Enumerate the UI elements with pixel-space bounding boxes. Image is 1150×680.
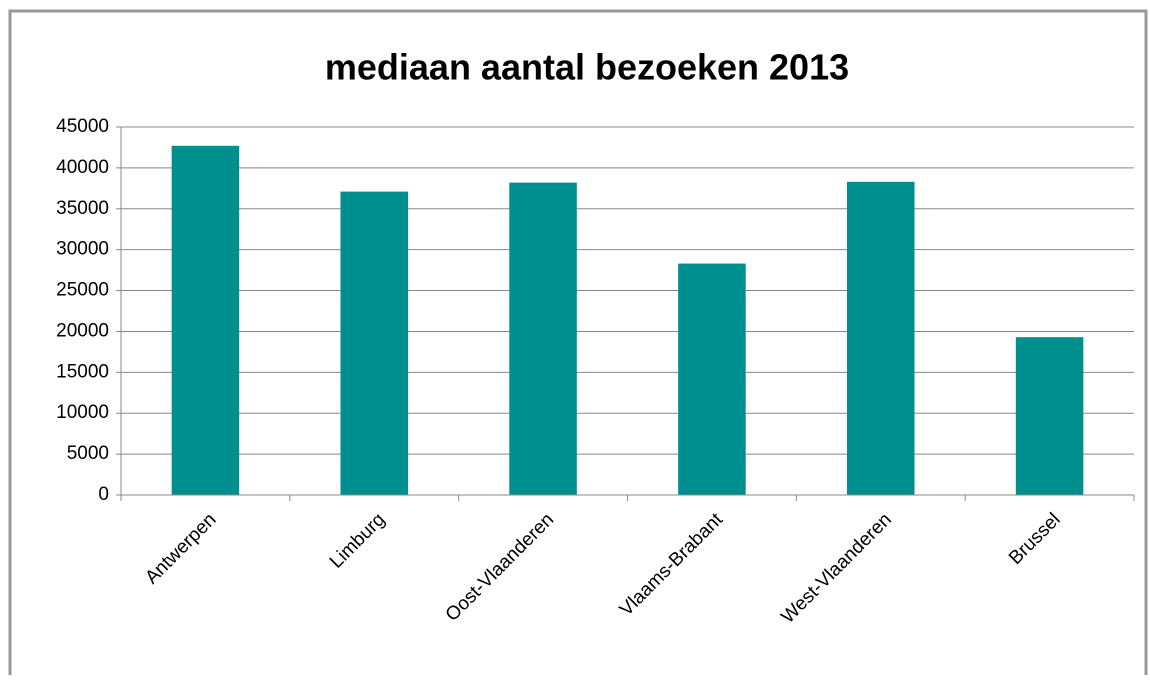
y-tick-label: 0 [98, 484, 109, 505]
y-tick-label: 45000 [56, 116, 109, 137]
y-tick-label: 10000 [56, 402, 109, 423]
y-tick-label: 20000 [56, 320, 109, 341]
y-tick-label: 30000 [56, 239, 109, 260]
bar [340, 191, 409, 496]
y-tick-label: 5000 [67, 443, 109, 464]
y-tick-label: 25000 [56, 280, 109, 301]
bar [171, 145, 240, 495]
chart-title: mediaan aantal bezoeken 2013 [325, 47, 849, 88]
y-tick-label: 40000 [56, 157, 109, 178]
bar [846, 181, 915, 495]
bar [509, 182, 577, 495]
bar [1015, 337, 1084, 495]
bar [678, 263, 746, 495]
y-tick-label: 35000 [56, 198, 109, 219]
y-tick-label: 15000 [56, 361, 109, 382]
